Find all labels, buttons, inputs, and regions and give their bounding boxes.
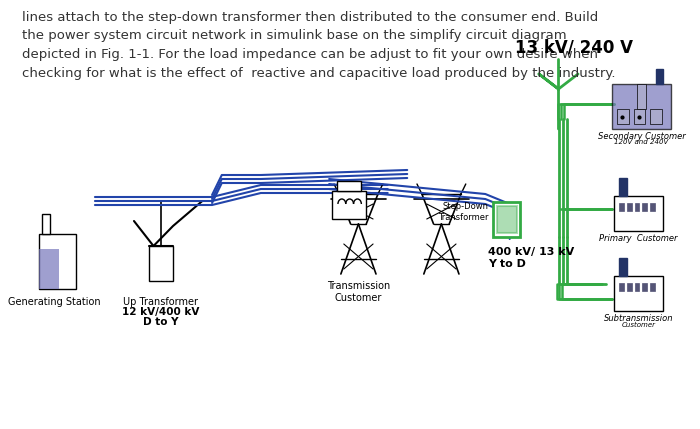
Text: 12 kV/400 kV: 12 kV/400 kV bbox=[122, 307, 199, 317]
Bar bbox=[493, 202, 520, 237]
Bar bbox=[39, 234, 76, 289]
Text: lines attach to the step-down transformer then distributed to the consumer end. : lines attach to the step-down transforme… bbox=[22, 11, 615, 79]
Bar bbox=[650, 283, 655, 291]
Text: 120V and 240V: 120V and 240V bbox=[615, 139, 668, 145]
Bar bbox=[634, 109, 645, 124]
Text: Secondary Customer: Secondary Customer bbox=[598, 132, 685, 141]
Bar bbox=[614, 196, 663, 231]
Bar bbox=[332, 191, 366, 219]
Bar bbox=[148, 246, 173, 281]
Bar bbox=[619, 258, 626, 276]
Bar bbox=[626, 283, 631, 291]
Bar bbox=[619, 178, 626, 196]
Text: Step-Down
Transformer: Step-Down Transformer bbox=[438, 202, 488, 222]
Text: Subtransmission: Subtransmission bbox=[604, 314, 673, 323]
Text: Primary  Customer: Primary Customer bbox=[599, 234, 678, 243]
Bar bbox=[626, 203, 631, 211]
Bar bbox=[497, 206, 517, 233]
Bar bbox=[650, 109, 662, 124]
Bar bbox=[643, 203, 648, 211]
Text: Up Transformer: Up Transformer bbox=[122, 297, 198, 307]
Bar bbox=[650, 203, 655, 211]
Text: Customer: Customer bbox=[622, 322, 655, 328]
Bar bbox=[619, 283, 624, 291]
Bar bbox=[643, 283, 648, 291]
Bar bbox=[635, 203, 640, 211]
Bar bbox=[612, 84, 671, 129]
Bar bbox=[617, 109, 629, 124]
Bar bbox=[656, 69, 663, 84]
Text: Transmission
Customer: Transmission Customer bbox=[327, 281, 390, 302]
Bar bbox=[636, 84, 646, 109]
Text: D to Y: D to Y bbox=[143, 317, 178, 327]
Bar bbox=[39, 249, 59, 289]
Bar bbox=[42, 214, 50, 234]
Bar bbox=[337, 181, 361, 191]
Bar bbox=[619, 203, 624, 211]
Text: Generating Station: Generating Station bbox=[8, 297, 100, 307]
Bar bbox=[614, 276, 663, 311]
Text: 13 kV/ 240 V: 13 kV/ 240 V bbox=[514, 39, 633, 57]
Bar bbox=[635, 283, 640, 291]
Text: 400 kV/ 13 kV: 400 kV/ 13 kV bbox=[488, 247, 575, 257]
Text: Y to D: Y to D bbox=[488, 259, 526, 269]
